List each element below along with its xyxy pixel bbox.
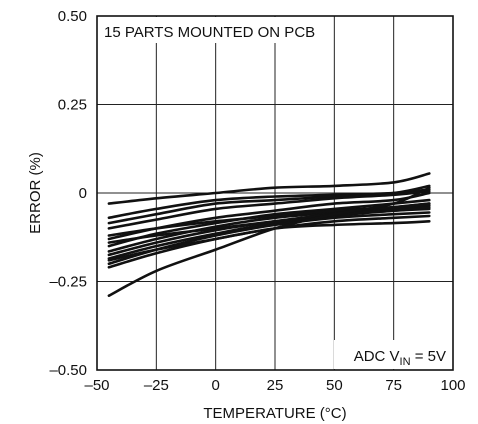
y-tick-label: 0.50 <box>58 8 87 25</box>
x-tick-label: 0 <box>211 377 219 394</box>
y-axis-label: ERROR (%) <box>27 152 44 234</box>
series-curves <box>107 172 431 297</box>
annotation-top-left-box <box>98 17 330 43</box>
y-tick-label: –0.50 <box>49 362 87 379</box>
y-tick-label: 0 <box>79 185 87 202</box>
tick-labels: –50 –25 0 25 50 75 100 0.50 0.25 0 –0.25 –0.50 <box>49 8 465 394</box>
x-axis-label: TEMPERATURE (°C) <box>203 405 346 422</box>
y-tick-label: 0.25 <box>58 97 87 114</box>
annotation-bottom-right: ADC VIN = 5V <box>354 348 446 368</box>
x-tick-label: –50 <box>84 377 109 394</box>
series-line-15 <box>107 186 431 297</box>
x-tick-label: 50 <box>326 377 343 394</box>
y-tick-label: –0.25 <box>49 274 87 291</box>
annotation-bottom-right-box <box>334 340 452 369</box>
series-line-1 <box>107 172 431 205</box>
plot-frame <box>96 15 454 371</box>
series-line-12 <box>107 202 431 237</box>
series-line-11 <box>107 205 431 244</box>
x-tick-label: 25 <box>267 377 284 394</box>
x-tick-label: –25 <box>144 377 169 394</box>
annotation-top-left: 15 PARTS MOUNTED ON PCB <box>104 24 315 41</box>
series-line-3 <box>107 184 431 225</box>
x-tick-label: 100 <box>440 377 465 394</box>
series-line-4 <box>107 189 431 230</box>
x-tick-label: 75 <box>385 377 402 394</box>
